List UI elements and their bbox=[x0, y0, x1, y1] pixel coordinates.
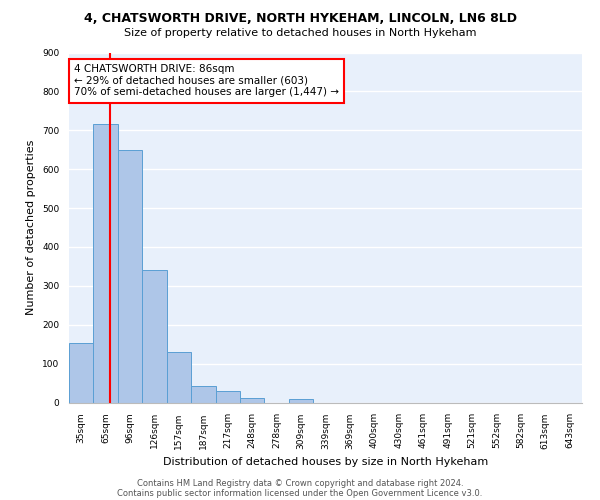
Y-axis label: Number of detached properties: Number of detached properties bbox=[26, 140, 37, 315]
Text: Contains public sector information licensed under the Open Government Licence v3: Contains public sector information licen… bbox=[118, 488, 482, 498]
X-axis label: Distribution of detached houses by size in North Hykeham: Distribution of detached houses by size … bbox=[163, 457, 488, 467]
Bar bbox=[215, 391, 240, 402]
Bar bbox=[167, 352, 191, 403]
Bar bbox=[191, 386, 215, 402]
Bar bbox=[289, 400, 313, 402]
Text: 4 CHATSWORTH DRIVE: 86sqm
← 29% of detached houses are smaller (603)
70% of semi: 4 CHATSWORTH DRIVE: 86sqm ← 29% of detac… bbox=[74, 64, 339, 98]
Text: Size of property relative to detached houses in North Hykeham: Size of property relative to detached ho… bbox=[124, 28, 476, 38]
Bar bbox=[142, 270, 167, 402]
Bar bbox=[118, 150, 142, 402]
Text: Contains HM Land Registry data © Crown copyright and database right 2024.: Contains HM Land Registry data © Crown c… bbox=[137, 478, 463, 488]
Text: 4, CHATSWORTH DRIVE, NORTH HYKEHAM, LINCOLN, LN6 8LD: 4, CHATSWORTH DRIVE, NORTH HYKEHAM, LINC… bbox=[83, 12, 517, 26]
Bar bbox=[94, 124, 118, 402]
Bar bbox=[240, 398, 265, 402]
Bar bbox=[69, 344, 94, 402]
